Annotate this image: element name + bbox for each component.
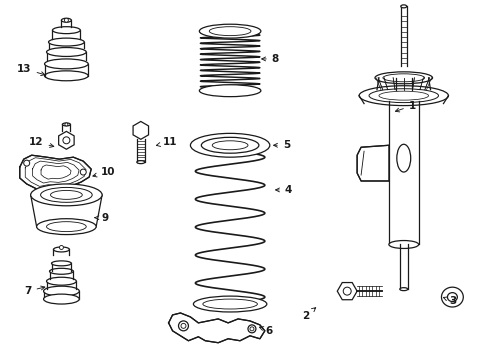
Ellipse shape — [49, 268, 74, 274]
Ellipse shape — [375, 72, 433, 84]
Text: 5: 5 — [273, 140, 290, 150]
Polygon shape — [337, 283, 357, 300]
Ellipse shape — [194, 296, 267, 312]
Ellipse shape — [47, 277, 76, 285]
Ellipse shape — [369, 89, 439, 103]
Ellipse shape — [44, 286, 79, 296]
Ellipse shape — [191, 133, 270, 157]
Ellipse shape — [201, 137, 259, 153]
Ellipse shape — [47, 48, 86, 57]
Ellipse shape — [41, 188, 92, 202]
Text: 10: 10 — [93, 167, 116, 177]
Circle shape — [64, 18, 69, 22]
Ellipse shape — [45, 71, 88, 81]
Ellipse shape — [209, 27, 251, 36]
Ellipse shape — [203, 299, 257, 309]
Ellipse shape — [52, 27, 80, 33]
Text: 7: 7 — [24, 286, 45, 296]
Text: 4: 4 — [275, 185, 292, 195]
Ellipse shape — [400, 288, 408, 291]
Circle shape — [63, 137, 70, 144]
Ellipse shape — [51, 261, 72, 266]
Circle shape — [24, 160, 30, 166]
Ellipse shape — [397, 144, 411, 172]
Ellipse shape — [44, 294, 79, 304]
Circle shape — [250, 327, 254, 331]
Ellipse shape — [383, 74, 425, 82]
Circle shape — [178, 321, 189, 331]
Text: 13: 13 — [17, 64, 45, 76]
Circle shape — [248, 325, 256, 333]
Circle shape — [343, 287, 351, 295]
Ellipse shape — [441, 287, 464, 307]
Ellipse shape — [401, 5, 407, 8]
Circle shape — [65, 123, 68, 126]
Text: 11: 11 — [156, 137, 177, 147]
Ellipse shape — [47, 222, 86, 231]
Polygon shape — [20, 155, 91, 189]
Ellipse shape — [212, 141, 248, 150]
Ellipse shape — [37, 219, 96, 235]
Polygon shape — [169, 313, 265, 343]
Text: 2: 2 — [302, 308, 316, 321]
Text: 8: 8 — [262, 54, 279, 64]
Ellipse shape — [62, 123, 71, 126]
Text: 12: 12 — [29, 137, 54, 147]
Circle shape — [181, 323, 186, 328]
Ellipse shape — [199, 85, 261, 96]
Ellipse shape — [199, 24, 261, 38]
Text: 9: 9 — [95, 213, 108, 223]
Ellipse shape — [447, 293, 457, 302]
Text: 1: 1 — [395, 100, 416, 112]
Ellipse shape — [379, 91, 429, 100]
Circle shape — [59, 246, 63, 249]
Ellipse shape — [45, 59, 88, 69]
Ellipse shape — [49, 38, 84, 46]
Ellipse shape — [359, 86, 448, 105]
Text: 3: 3 — [443, 296, 457, 306]
Polygon shape — [357, 145, 389, 181]
Ellipse shape — [53, 247, 70, 252]
Ellipse shape — [50, 190, 82, 199]
Ellipse shape — [137, 161, 145, 164]
Text: 6: 6 — [260, 326, 273, 336]
Ellipse shape — [31, 184, 102, 206]
Polygon shape — [133, 121, 148, 139]
Ellipse shape — [389, 240, 418, 248]
Circle shape — [80, 169, 86, 175]
Ellipse shape — [61, 18, 72, 22]
Polygon shape — [59, 131, 74, 149]
